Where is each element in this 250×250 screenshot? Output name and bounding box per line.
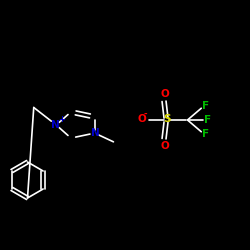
Text: O: O (160, 141, 169, 151)
Text: N: N (50, 120, 59, 130)
Text: F: F (202, 101, 209, 111)
Text: S: S (163, 114, 171, 124)
Text: -: - (144, 110, 147, 119)
Text: F: F (202, 129, 209, 139)
Text: +: + (58, 115, 65, 124)
Text: O: O (160, 89, 169, 99)
Text: F: F (204, 115, 212, 125)
Text: N: N (91, 128, 100, 138)
Text: O: O (138, 114, 146, 124)
